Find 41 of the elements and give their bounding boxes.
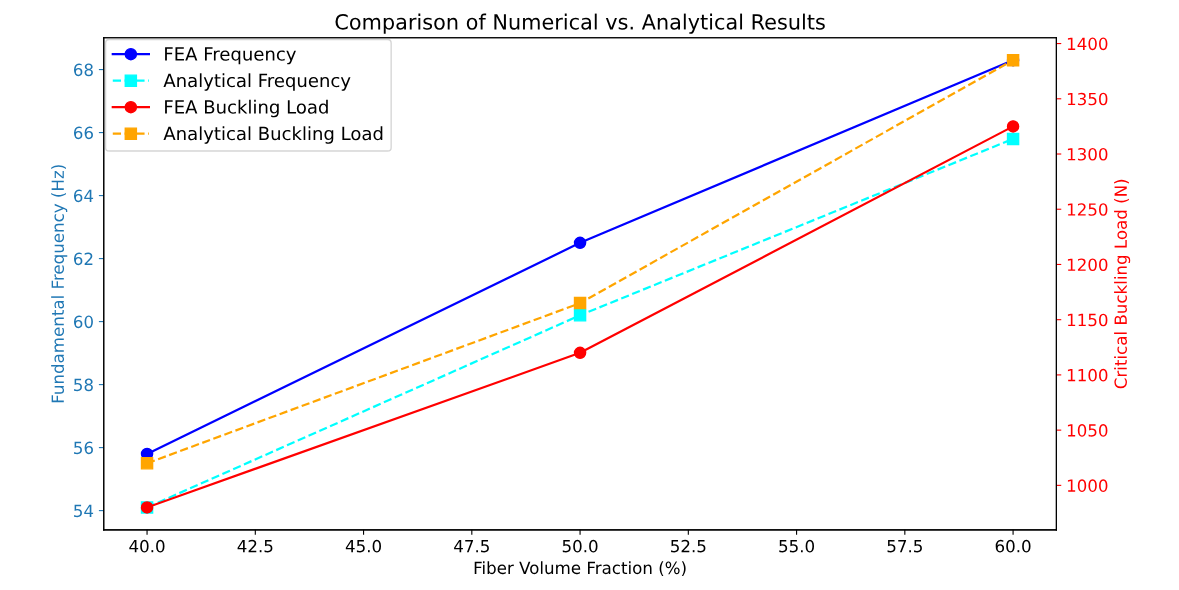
x-tick-label: 40.0 [129,539,165,553]
legend-label: Analytical Frequency [163,73,351,91]
y2-tick-label: 1400 [1067,37,1108,51]
x-tick-label: 47.5 [454,540,489,553]
point [573,296,587,310]
x-tick-label: 60.0 [995,539,1031,553]
y2-tick-label: 1300 [1067,147,1108,161]
x-tick-label: 42.5 [237,539,273,553]
y-tick-label: 66 [73,126,93,140]
x-axis-title: Fiber Volume Fraction (%) [474,561,686,577]
x-tick-label: 57.5 [887,540,922,553]
point [573,309,587,322]
legend-label: FEA Buckling Load [165,99,328,118]
x-tick-label: 52.5 [671,539,706,553]
point [1006,120,1020,133]
legend-label: FEA Frequency [165,47,296,65]
point [573,346,587,360]
y-tick-label: 64 [73,189,94,203]
x-tick-label: 55.0 [779,539,815,553]
chart-title: Comparison of Numerical vs. Analytical Results [335,13,825,34]
y2-tick-label: 1000 [1067,479,1108,492]
y-tick-label: 60 [73,315,93,329]
y2-axis-title: Critical Buckling Load (N) [1114,179,1131,389]
y-tick-label: 58 [74,378,93,392]
point [140,457,154,470]
y-tick-label: 54 [74,504,94,518]
y2-tick-label: 1150 [1067,313,1108,327]
y-tick-label: 68 [73,63,93,77]
y2-tick-label: 1100 [1067,368,1108,382]
x-tick-label: 45.0 [345,539,382,553]
point [1006,132,1020,146]
y2-tick-label: 1350 [1067,92,1108,106]
point [573,236,587,250]
y-tick-label: 62 [73,252,93,266]
y-tick-label: 56 [74,441,93,455]
y2-tick-label: 1050 [1067,424,1108,437]
y2-tick-label: 1200 [1067,258,1108,272]
x-tick-label: 50.0 [562,539,598,553]
y-axis-title: Fundamental Frequency (Hz) [51,165,68,403]
y2-tick-label: 1250 [1067,203,1108,216]
legend-label: Analytical Buckling Load [163,126,383,144]
